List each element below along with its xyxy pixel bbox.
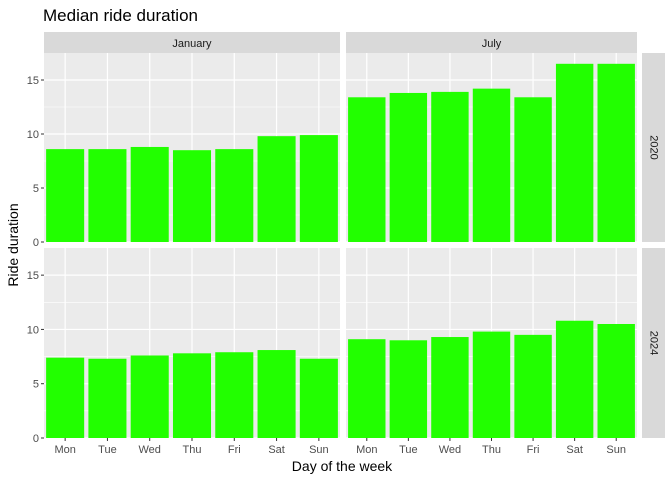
panel-january-2020: 0 5 10 15 [27, 53, 340, 249]
bar [88, 149, 127, 242]
bar [172, 150, 212, 242]
bar [299, 135, 338, 242]
bar [472, 331, 511, 438]
bar [88, 358, 127, 438]
bar [597, 63, 635, 242]
y-tick-label: 10 [27, 129, 39, 141]
bar [555, 63, 594, 242]
bar [215, 352, 254, 438]
x-tick-label: Fri [527, 444, 540, 456]
bar [257, 136, 296, 242]
x-tick-label: Sun [606, 444, 626, 456]
x-tick-label: Mon [356, 444, 377, 456]
bar [130, 355, 169, 438]
bar [172, 353, 212, 438]
panel-july-2020 [346, 53, 637, 243]
bar [389, 340, 428, 438]
x-axis-title: Day of the week [292, 458, 393, 474]
bar [257, 350, 296, 438]
x-tick-label: Sun [309, 444, 329, 456]
y-tick-label: 5 [33, 379, 39, 391]
facet-strip-row [642, 248, 665, 438]
facet-strip-label: 2024 [648, 331, 660, 355]
x-tick-label: Tue [399, 444, 418, 456]
y-tick-label: 0 [33, 433, 39, 445]
y-tick-label: 15 [27, 75, 39, 87]
bar [46, 149, 85, 242]
bar [597, 324, 635, 438]
y-axis-title: Ride duration [5, 203, 21, 286]
bar [555, 320, 594, 438]
panels: January July 2020 2024 0 5 10 15 0 5 10 15 Mon Tue Wed… [27, 32, 665, 456]
bar [299, 358, 338, 438]
bar [46, 357, 85, 438]
x-tick-label: Thu [482, 444, 501, 456]
bar [389, 92, 428, 243]
bar [431, 91, 469, 242]
x-tick-label: Fri [228, 444, 241, 456]
x-tick-label: Sat [268, 444, 285, 456]
bar [514, 334, 552, 438]
facet-strip-column [346, 32, 637, 53]
x-tick-label: Thu [183, 444, 202, 456]
facet-strip-label: July [482, 38, 502, 50]
facet-strip-row [642, 53, 665, 242]
x-tick-label: Sat [566, 444, 583, 456]
y-tick-label: 5 [33, 183, 39, 195]
x-tick-label: Wed [439, 444, 461, 456]
facet-strip-label: 2020 [648, 135, 660, 159]
bar [130, 146, 169, 242]
bar [348, 339, 386, 438]
y-tick-label: 0 [33, 237, 39, 249]
bar [431, 337, 469, 438]
bar [215, 149, 254, 242]
chart-title: Median ride duration [43, 6, 198, 25]
panel-july-2024: Mon Tue Wed Thu Fri Sat Sun [346, 248, 637, 456]
x-tick-label: Wed [139, 444, 161, 456]
y-tick-label: 15 [27, 270, 39, 282]
facet-strip-label: January [172, 38, 212, 50]
y-tick-label: 10 [27, 324, 39, 336]
bar [472, 88, 511, 242]
panel-january-2024: 0 5 10 15 Mon Tue Wed Thu Fri Sat Sun [27, 248, 340, 456]
x-tick-label: Mon [54, 444, 75, 456]
bar [514, 97, 552, 242]
facet-strip-column [44, 32, 340, 53]
x-tick-label: Tue [98, 444, 117, 456]
bar [348, 97, 386, 242]
